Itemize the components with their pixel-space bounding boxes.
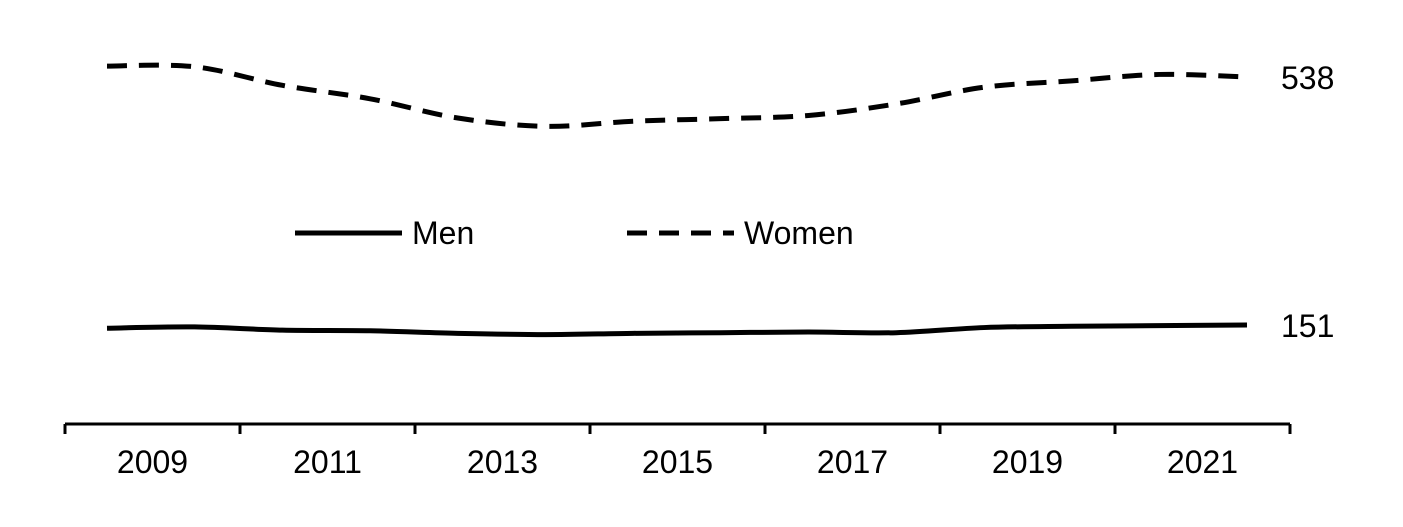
legend-label-women: Women xyxy=(744,215,854,251)
end-value-label-women: 538 xyxy=(1281,60,1334,96)
x-tick-label: 2013 xyxy=(467,444,538,480)
series-line-women xyxy=(106,62,1248,129)
series-layer xyxy=(106,62,1248,338)
end-labels: 151 538 xyxy=(1281,60,1334,344)
legend-label-men: Men xyxy=(412,215,474,251)
x-tick-label: 2015 xyxy=(642,444,713,480)
x-tick-label: 2017 xyxy=(817,444,888,480)
series-line-men xyxy=(106,322,1248,338)
x-tick-label: 2009 xyxy=(117,444,188,480)
x-tick-label: 2021 xyxy=(1167,444,1238,480)
x-axis: 2009 2011 2013 2015 2017 2019 2021 xyxy=(63,422,1292,480)
legend: Men Women xyxy=(295,215,854,251)
end-value-label-men: 151 xyxy=(1281,308,1334,344)
x-tick-label: 2019 xyxy=(992,444,1063,480)
x-tick-label: 2011 xyxy=(293,444,362,480)
